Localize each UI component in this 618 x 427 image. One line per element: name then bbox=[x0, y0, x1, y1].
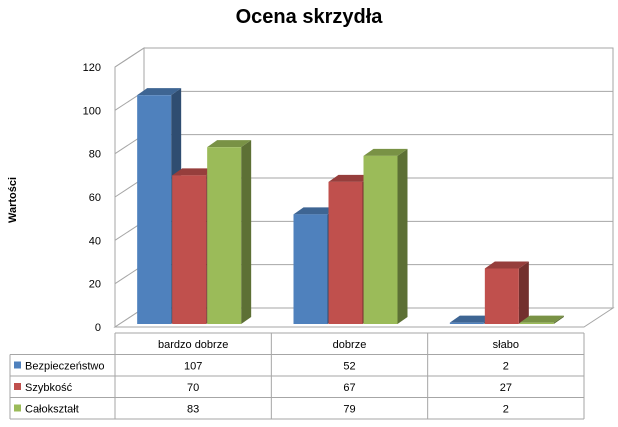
bar-front bbox=[449, 322, 484, 324]
bar-front bbox=[207, 147, 242, 324]
y-tick-label: 120 bbox=[83, 62, 101, 74]
bar-top bbox=[328, 174, 373, 182]
bar-top bbox=[449, 315, 494, 323]
data-value: 83 bbox=[187, 404, 199, 416]
y-tick-label: 100 bbox=[83, 105, 101, 117]
data-value: 107 bbox=[184, 361, 202, 373]
bar-side bbox=[553, 315, 564, 324]
category-label: dobrze bbox=[333, 339, 367, 351]
series-name: Całokształt bbox=[25, 404, 79, 416]
y-tick-label: 0 bbox=[95, 322, 101, 334]
gridline bbox=[114, 47, 613, 68]
bar-top bbox=[363, 148, 408, 156]
bar bbox=[519, 315, 564, 324]
chart-title: Ocena skrzydła bbox=[236, 6, 384, 28]
bar-front bbox=[137, 95, 172, 325]
y-tick-label: 80 bbox=[89, 149, 101, 161]
legend-swatch bbox=[14, 404, 21, 412]
data-value: 2 bbox=[503, 361, 509, 373]
series-name: Szybkość bbox=[25, 382, 73, 394]
category-label: słabo bbox=[493, 339, 519, 351]
bar-top bbox=[484, 261, 529, 269]
bars bbox=[137, 88, 564, 325]
y-tick-label: 60 bbox=[89, 192, 101, 204]
category-label: bardzo dobrze bbox=[158, 339, 228, 351]
bar-side bbox=[518, 261, 529, 324]
data-value: 2 bbox=[503, 404, 509, 416]
bar-top bbox=[519, 315, 564, 323]
bar-top bbox=[172, 168, 217, 176]
bar-side bbox=[397, 148, 408, 324]
bar-front bbox=[328, 181, 363, 324]
data-value: 70 bbox=[187, 382, 199, 394]
bar bbox=[207, 140, 252, 324]
bar-front bbox=[363, 155, 398, 324]
data-value: 27 bbox=[500, 382, 512, 394]
bar bbox=[484, 261, 529, 324]
bar-front bbox=[519, 322, 554, 324]
bar-top bbox=[137, 88, 182, 96]
bar-front bbox=[484, 268, 519, 324]
bar-front bbox=[293, 214, 328, 324]
y-tick-label: 40 bbox=[89, 235, 101, 247]
data-value: 67 bbox=[343, 382, 355, 394]
data-table: bardzo dobrze dobrze słabo Bezpieczeństwo 10… bbox=[9, 332, 585, 420]
y-tick-label: 20 bbox=[89, 279, 101, 291]
bar-top bbox=[207, 140, 252, 148]
series-name: Bezpieczeństwo bbox=[25, 361, 105, 373]
legend-swatch bbox=[14, 383, 21, 390]
y-axis-ticks: 0 20 40 60 80 100 120 bbox=[83, 62, 101, 334]
bar-front bbox=[172, 175, 207, 324]
y-axis-label: Wartości bbox=[7, 177, 19, 223]
legend-swatch bbox=[14, 361, 21, 369]
data-value: 79 bbox=[343, 404, 355, 416]
bar-top bbox=[293, 207, 338, 215]
data-value: 52 bbox=[343, 361, 355, 373]
bar bbox=[363, 148, 408, 324]
bar-side bbox=[241, 140, 252, 324]
